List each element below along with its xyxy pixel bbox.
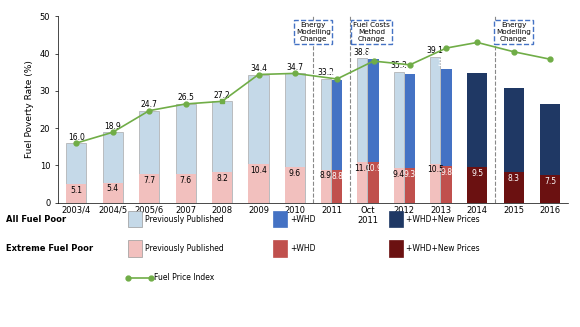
Text: All Fuel Poor: All Fuel Poor	[6, 215, 66, 224]
Text: 9.4: 9.4	[393, 170, 405, 179]
Bar	[357, 58, 367, 203]
Text: 35.2: 35.2	[390, 61, 407, 70]
Bar	[357, 162, 367, 203]
Text: 10.4: 10.4	[250, 166, 267, 175]
Bar	[212, 101, 232, 203]
Text: Extreme Fuel Poor: Extreme Fuel Poor	[6, 244, 93, 253]
Bar	[394, 72, 404, 203]
Bar	[441, 166, 451, 203]
Text: 7.7: 7.7	[143, 176, 155, 185]
Text: 8.9: 8.9	[320, 171, 332, 181]
Text: 10.9: 10.9	[365, 164, 382, 173]
Text: 24.7: 24.7	[141, 100, 158, 109]
Bar	[212, 172, 232, 203]
Bar	[66, 143, 86, 203]
Text: 34.9: 34.9	[468, 62, 487, 71]
Bar	[332, 80, 342, 203]
Text: 5.1: 5.1	[70, 186, 82, 195]
Text: 26.5: 26.5	[177, 94, 194, 102]
Bar	[368, 59, 379, 203]
Bar	[139, 111, 159, 203]
Bar	[248, 164, 269, 203]
Text: 27.2: 27.2	[213, 91, 230, 100]
Text: +WHD: +WHD	[290, 244, 316, 253]
Text: Energy
Modelling
Change: Energy Modelling Change	[496, 22, 531, 42]
Text: Fuel Price Index: Fuel Price Index	[154, 273, 214, 283]
Text: 26.5: 26.5	[541, 94, 560, 102]
Bar	[394, 168, 404, 203]
Text: 7.6: 7.6	[180, 176, 191, 185]
Text: 9.3: 9.3	[404, 170, 416, 179]
Bar	[285, 167, 305, 203]
Text: 9.8: 9.8	[440, 168, 452, 177]
Bar	[503, 172, 524, 203]
Text: +WHD+New Prices: +WHD+New Prices	[406, 244, 480, 253]
Text: Fuel Costs
Method
Change: Fuel Costs Method Change	[353, 22, 390, 42]
Text: 10.5: 10.5	[427, 165, 444, 175]
Bar	[103, 132, 123, 203]
Text: 9.5: 9.5	[471, 169, 483, 178]
Text: 38.5: 38.5	[364, 49, 383, 58]
Bar	[540, 175, 560, 203]
Text: Energy
Modelling
Change: Energy Modelling Change	[296, 22, 331, 42]
Text: 8.3: 8.3	[508, 174, 520, 183]
Bar	[321, 170, 331, 203]
Text: 34.4: 34.4	[250, 64, 267, 73]
Text: 11.0: 11.0	[354, 164, 371, 173]
Text: 33.2: 33.2	[317, 68, 334, 77]
Bar	[176, 174, 195, 203]
Text: 34.5: 34.5	[401, 64, 419, 73]
Bar	[405, 168, 415, 203]
Bar	[467, 167, 487, 203]
Bar	[66, 184, 86, 203]
Bar	[540, 104, 560, 203]
Bar	[430, 164, 440, 203]
Bar	[503, 88, 524, 203]
Bar	[467, 73, 487, 203]
Bar	[321, 79, 331, 203]
Bar	[332, 170, 342, 203]
Text: Previously Published: Previously Published	[145, 215, 224, 224]
Bar	[139, 174, 159, 203]
Text: 5.4: 5.4	[107, 184, 119, 194]
Text: 16.0: 16.0	[68, 133, 85, 142]
Y-axis label: Fuel Poverty Rate (%): Fuel Poverty Rate (%)	[25, 60, 34, 159]
Bar	[368, 162, 379, 203]
Text: +WHD: +WHD	[290, 215, 316, 224]
Text: 35.8: 35.8	[437, 59, 456, 68]
Text: 30.7: 30.7	[505, 78, 523, 87]
Bar	[405, 74, 415, 203]
Text: 38.8: 38.8	[354, 48, 371, 57]
Text: 32.9: 32.9	[328, 70, 346, 78]
Text: Previously Published: Previously Published	[145, 244, 224, 253]
Text: 18.9: 18.9	[104, 122, 121, 131]
Text: +WHD+New Prices: +WHD+New Prices	[406, 215, 480, 224]
Bar	[248, 75, 269, 203]
Bar	[285, 73, 305, 203]
Text: 8.8: 8.8	[331, 172, 343, 181]
Text: 9.6: 9.6	[289, 169, 301, 178]
Text: 8.2: 8.2	[216, 174, 228, 183]
Bar	[176, 104, 195, 203]
Bar	[430, 57, 440, 203]
Text: 34.7: 34.7	[287, 63, 303, 72]
Bar	[103, 182, 123, 203]
Text: 7.5: 7.5	[544, 177, 556, 186]
Bar	[441, 69, 451, 203]
Text: 39.1: 39.1	[427, 46, 444, 56]
